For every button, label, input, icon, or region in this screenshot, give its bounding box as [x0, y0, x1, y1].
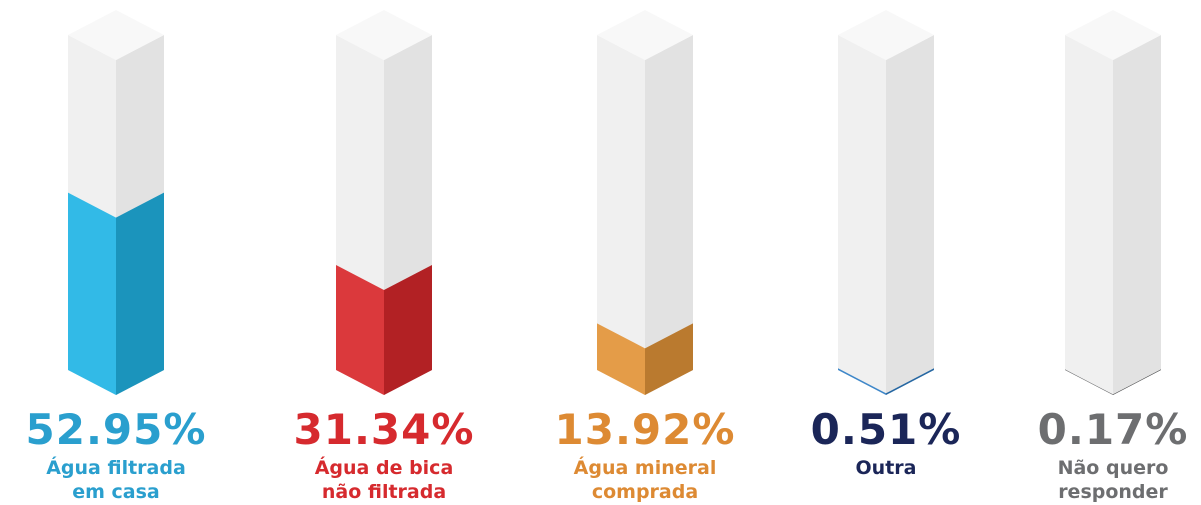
bar-right [1113, 369, 1161, 395]
category-label: Água filtrada em casa [46, 457, 186, 503]
bar-right [384, 265, 432, 395]
bar-left [1065, 369, 1113, 395]
category-label: Não quero responder [1057, 457, 1169, 503]
bar-right [116, 192, 164, 395]
bar-left [68, 192, 116, 395]
value-label: 31.34% [293, 405, 475, 454]
bar-right-shade [384, 265, 432, 395]
value-label: 0.17% [1037, 405, 1189, 454]
bar-left [838, 368, 886, 395]
bar-left [336, 265, 384, 395]
bar-right-shade [645, 323, 693, 395]
column-left [597, 35, 645, 395]
column-top [336, 10, 432, 60]
value-label: 13.92% [554, 405, 736, 454]
column-top [68, 10, 164, 60]
bar-right [645, 323, 693, 395]
bar-left [597, 323, 645, 395]
column-top [597, 10, 693, 60]
bar-right-shade [116, 192, 164, 395]
category-label: Outra [855, 457, 917, 479]
value-label: 0.51% [810, 405, 962, 454]
column-right [645, 35, 693, 395]
bar-right [886, 368, 934, 395]
column-left [1065, 35, 1113, 395]
value-label: 52.95% [25, 405, 207, 454]
column-left [838, 35, 886, 395]
column-right [886, 35, 934, 395]
column-top [838, 10, 934, 60]
category-label: Água de bica não filtrada [314, 457, 454, 503]
category-label: Água mineral comprada [573, 457, 717, 503]
column-top [1065, 10, 1161, 60]
bar-right-shade [886, 368, 934, 395]
bar-right-shade [1113, 369, 1161, 395]
column-right [1113, 35, 1161, 395]
